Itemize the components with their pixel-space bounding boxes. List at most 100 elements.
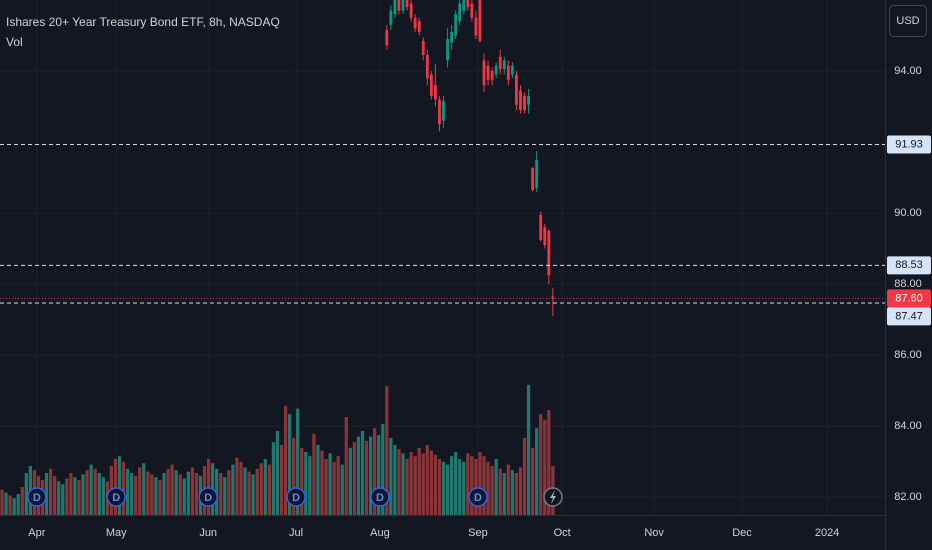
volume-bar	[231, 464, 235, 515]
volume-bar	[0, 489, 4, 515]
volume-bar	[154, 477, 158, 515]
volume-bar	[332, 461, 336, 515]
x-tick-label: Sep	[468, 527, 488, 539]
candle-body	[498, 56, 502, 70]
volume-bar	[449, 456, 454, 515]
volume-bar	[275, 431, 280, 515]
candle-body	[401, 0, 405, 11]
volume-bar	[385, 386, 389, 515]
volume-bar	[239, 461, 243, 515]
y-tick-label: 88.00	[894, 278, 922, 290]
volume-bar	[93, 468, 97, 515]
candle-body	[515, 74, 518, 105]
candle-body	[405, 0, 409, 8]
candle-body	[421, 40, 425, 56]
volume-bar	[360, 431, 365, 515]
candle-body	[547, 230, 551, 276]
price-label-box	[887, 307, 931, 326]
volume-bar	[539, 414, 543, 515]
volume-bar	[409, 452, 413, 515]
candle-body	[523, 95, 526, 111]
volume-bar	[526, 384, 531, 515]
volume-bar	[320, 450, 324, 515]
volume-bar	[522, 438, 527, 515]
candle-body	[539, 214, 543, 240]
volume-bar	[259, 463, 263, 515]
volume-bar	[316, 445, 320, 515]
event-marker	[370, 487, 390, 507]
volume-bar	[478, 452, 482, 515]
volume-bar	[130, 473, 134, 515]
volume-bar	[190, 467, 195, 515]
x-tick-label: Oct	[554, 527, 571, 539]
volume-bar	[470, 456, 474, 515]
volume-bar	[113, 459, 118, 515]
event-marker	[468, 487, 488, 507]
candle-body	[458, 3, 462, 22]
candle-body	[470, 3, 474, 18]
candle-body	[506, 65, 510, 80]
volume-bar	[279, 445, 284, 515]
candle-body	[397, 0, 401, 11]
volume-bar	[89, 464, 93, 515]
volume-bar	[125, 468, 130, 515]
volume-bar	[247, 471, 251, 515]
lightning-icon	[550, 490, 556, 504]
volume-bar	[215, 468, 219, 515]
x-tick-label: Jul	[289, 527, 303, 539]
x-tick-label: Apr	[28, 527, 45, 539]
candle-body	[442, 101, 445, 121]
event-label: D	[33, 492, 41, 504]
event-label: D	[112, 492, 120, 504]
volume-bar	[194, 473, 199, 515]
candle-body	[527, 95, 530, 105]
x-tick-label: Dec	[732, 527, 752, 539]
x-tick-label: 2024	[815, 527, 839, 539]
candle-body	[474, 17, 478, 36]
y-tick-label: 90.00	[894, 207, 922, 219]
volume-bar	[97, 473, 101, 515]
volume-bar	[518, 467, 523, 515]
event-label: D	[376, 492, 384, 504]
candle-body	[433, 85, 437, 100]
currency-label[interactable]: USD	[896, 15, 919, 27]
volume-bar	[69, 473, 73, 515]
candle-body	[393, 0, 397, 15]
volume-bar	[24, 473, 28, 515]
volume-bar	[170, 464, 174, 515]
volume-bar	[445, 464, 450, 515]
volume-bar	[328, 453, 332, 515]
volume-bar	[296, 408, 300, 515]
volume-bar	[304, 452, 308, 515]
volume-bar	[186, 471, 190, 515]
event-label: D	[474, 492, 482, 504]
volume-bar	[283, 405, 288, 515]
volume-bar	[510, 470, 514, 515]
volume-bar	[393, 445, 397, 515]
candle-body	[531, 167, 535, 191]
volume-bar	[413, 456, 417, 515]
candle-body	[413, 17, 417, 29]
volume-bar	[543, 419, 547, 515]
price-label-box	[887, 289, 931, 308]
volume-bar	[146, 471, 150, 515]
volume-bar	[174, 470, 178, 515]
grid	[0, 0, 885, 515]
volume-bar	[308, 456, 312, 515]
x-tick-label: Jun	[199, 527, 217, 539]
candle-body	[543, 227, 547, 246]
volume-bar	[397, 449, 401, 515]
volume-bar	[263, 459, 267, 515]
event-marker	[286, 487, 306, 507]
x-tick-label: Nov	[644, 527, 664, 539]
currency-button[interactable]: USD	[889, 5, 927, 37]
volume-bar	[49, 468, 53, 515]
candle-body	[454, 14, 458, 36]
volume-bar	[162, 473, 166, 515]
volume-bar	[4, 492, 8, 515]
currency-button-box[interactable]	[889, 5, 927, 37]
price-label-box	[887, 135, 931, 154]
volume-bar	[498, 468, 502, 515]
price-label: 87.60	[895, 292, 923, 304]
volume-bar	[85, 470, 89, 515]
